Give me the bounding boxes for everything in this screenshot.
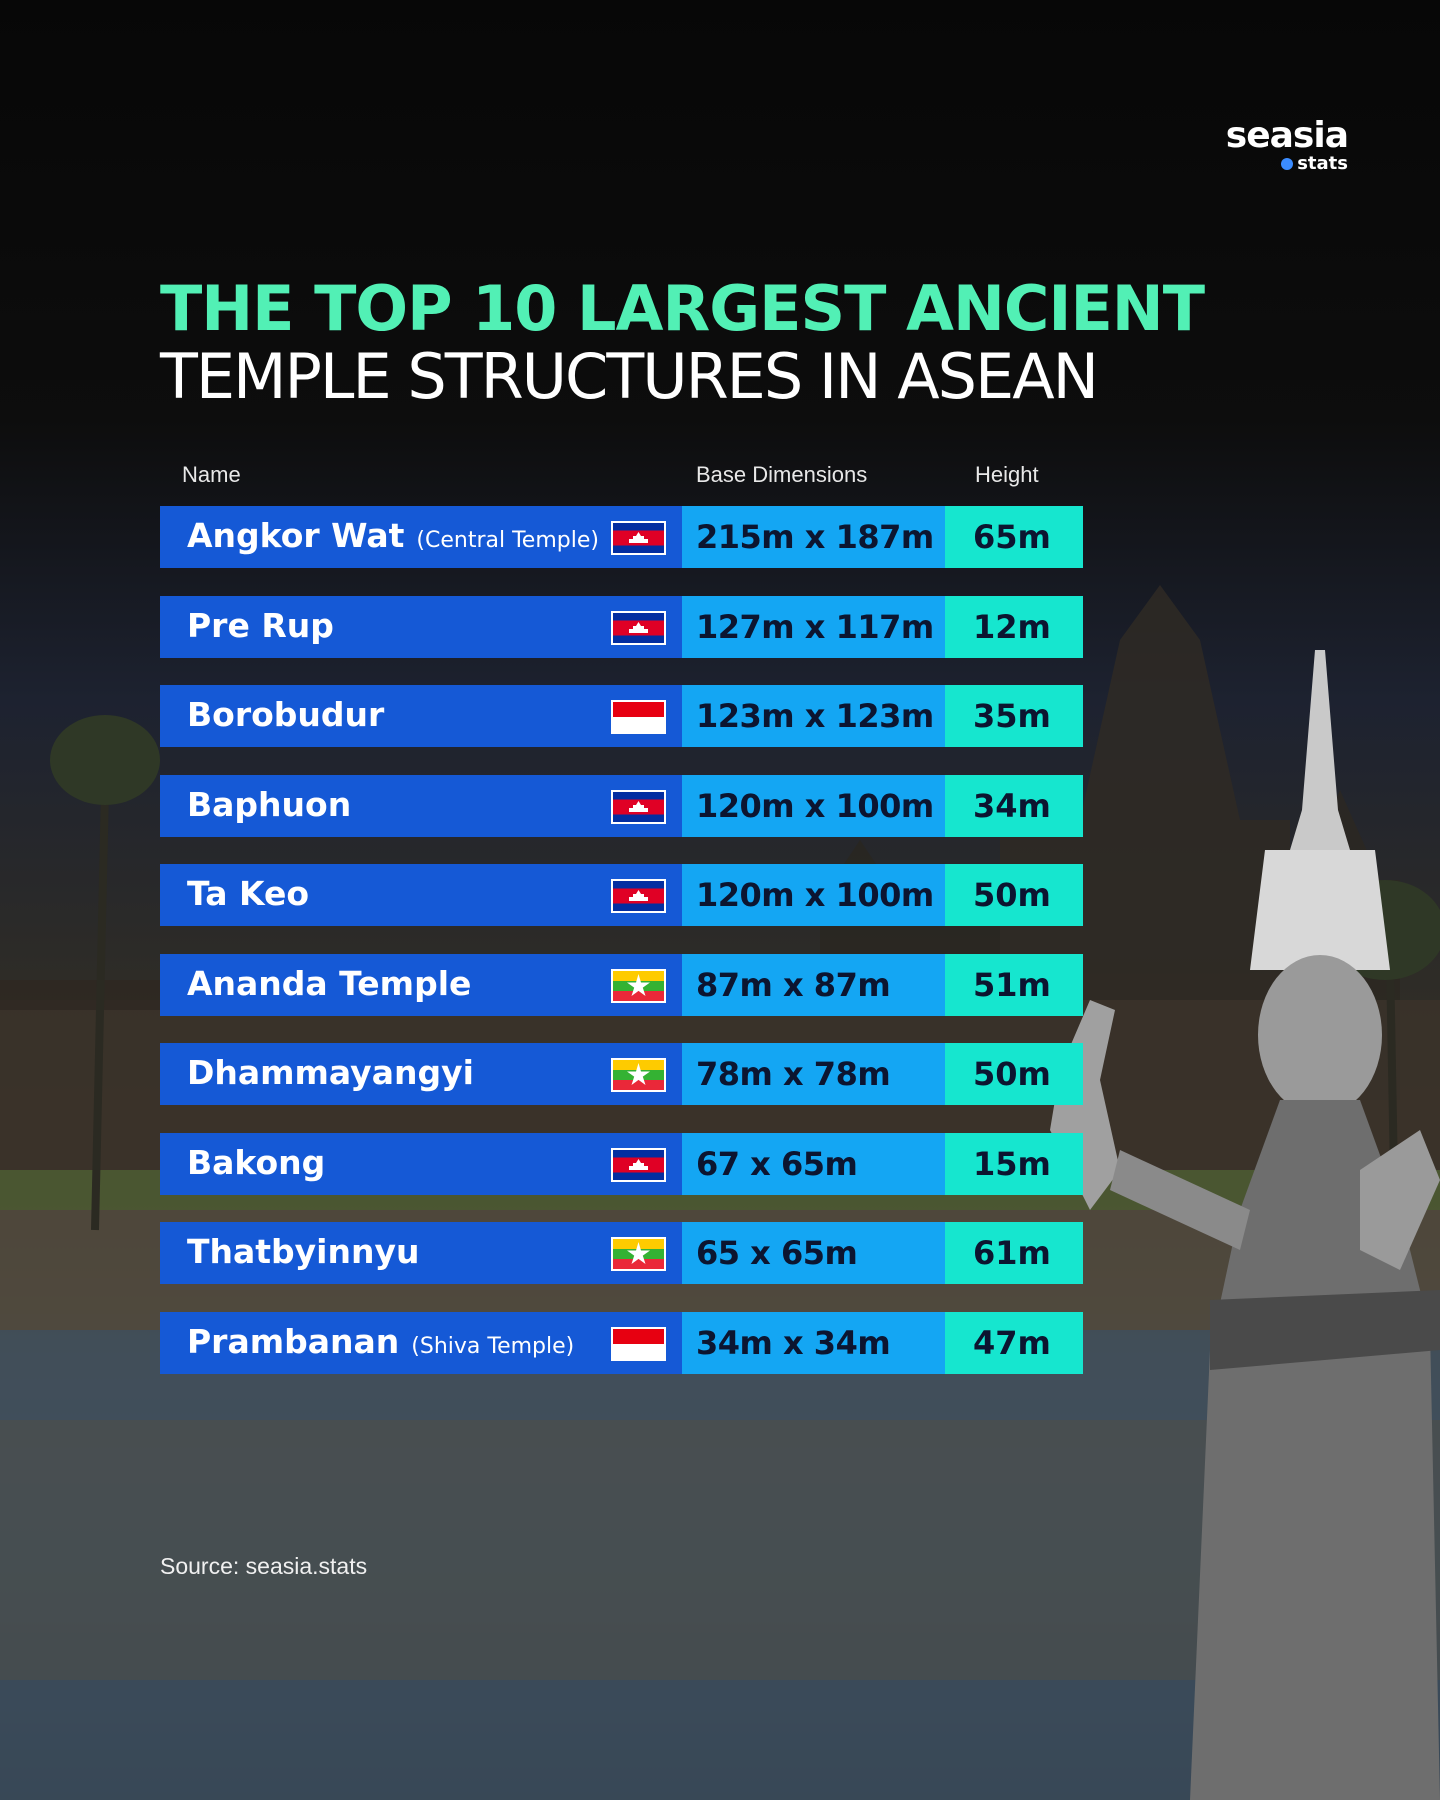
table-row: Dhammayangyi 78m x 78m 50m [160, 1043, 1083, 1105]
name-cell: Dhammayangyi [160, 1043, 682, 1105]
dimensions-cell: 65 x 65m [682, 1222, 945, 1284]
table-row: Bakong 67 x 65m 15m [160, 1132, 1083, 1195]
temple-name-text: Thatbyinnyu [187, 1232, 420, 1271]
dimensions-cell: 67 x 65m [682, 1132, 945, 1195]
name-cell: Prambanan (Shiva Temple) [160, 1311, 682, 1377]
dimensions-cell: 127m x 117m [682, 595, 945, 658]
name-cell: Ananda Temple [160, 953, 682, 1016]
cambodia-flag [611, 879, 666, 913]
temple-note: (Central Temple) [416, 528, 599, 553]
dancer-figure [1050, 650, 1440, 1800]
height-cell: 50m [945, 1043, 1083, 1105]
dimensions-cell: 215m x 187m [682, 506, 945, 568]
temple-name: Pre Rup [187, 596, 334, 656]
name-cell: Borobudur [160, 685, 682, 747]
temple-name: Borobudur [187, 685, 384, 745]
table-row: Pre Rup 127m x 117m 12m [160, 595, 1083, 658]
temple-name: Ta Keo [187, 864, 309, 924]
height-cell: 65m [945, 506, 1083, 568]
dimensions-cell: 123m x 123m [682, 685, 945, 747]
table-row: Ananda Temple 87m x 87m 51m [160, 953, 1083, 1016]
temple-name-text: Ananda Temple [187, 963, 472, 1003]
dimensions-cell: 120m x 100m [682, 864, 945, 926]
source-note: Source: seasia.stats [160, 1553, 368, 1579]
temple-name-text: Baphuon [187, 784, 352, 824]
globe-icon [1281, 158, 1294, 170]
temple-name-text: Borobudur [187, 695, 385, 734]
table-row: Prambanan (Shiva Temple) 34m x 34m 47m [160, 1311, 1083, 1377]
indonesia-flag [611, 700, 666, 734]
temple-name-text: Dhammayangyi [187, 1053, 474, 1092]
height-cell: 34m [945, 774, 1083, 837]
temple-name-text: Prambanan [187, 1321, 400, 1361]
title-line-1: THE TOP 10 LARGEST ANCIENT [160, 272, 1205, 345]
height-cell: 51m [945, 953, 1083, 1016]
cambodia-flag [611, 1147, 666, 1182]
temple-name: Angkor Wat (Central Temple) [187, 506, 599, 571]
brand-logo: seasia stats [1225, 115, 1349, 174]
temple-name: Ananda Temple [187, 954, 471, 1014]
temple-note: (Shiva Temple) [411, 1333, 575, 1359]
cambodia-flag [611, 521, 666, 555]
header-name: Name [182, 462, 241, 487]
name-cell: Pre Rup [160, 595, 682, 658]
temple-name-text: Angkor Wat [187, 516, 405, 555]
temple-name: Thatbyinnyu [187, 1222, 419, 1282]
dimensions-cell: 120m x 100m [682, 774, 945, 837]
indonesia-flag [611, 1326, 666, 1361]
height-cell: 61m [945, 1222, 1083, 1284]
table-row: Ta Keo 120m x 100m 50m [160, 864, 1083, 926]
table-row: Baphuon 120m x 100m 34m [160, 774, 1083, 837]
cambodia-flag [611, 789, 666, 824]
header-height: Height [975, 462, 1039, 487]
dimensions-cell: 78m x 78m [682, 1043, 945, 1105]
myanmar-flag [611, 1058, 666, 1092]
temple-name: Baphuon [187, 775, 351, 835]
name-cell: Angkor Wat (Central Temple) [160, 506, 682, 568]
table-row: Thatbyinnyu 65 x 65m 61m [160, 1222, 1083, 1284]
myanmar-flag [611, 1237, 666, 1271]
name-cell: Ta Keo [160, 864, 682, 926]
height-cell: 15m [945, 1132, 1083, 1195]
temple-name: Dhammayangyi [187, 1043, 474, 1103]
name-cell: Thatbyinnyu [160, 1222, 682, 1284]
temple-name-text: Ta Keo [187, 874, 310, 913]
dimensions-cell: 87m x 87m [682, 953, 945, 1016]
header-dimensions: Base Dimensions [696, 462, 868, 487]
temple-name: Prambanan (Shiva Temple) [187, 1312, 574, 1377]
name-cell: Baphuon [160, 774, 682, 837]
title-line-2: TEMPLE STRUCTURES IN ASEAN [160, 340, 1099, 413]
table-row: Borobudur 123m x 123m 35m [160, 685, 1083, 747]
myanmar-flag [611, 968, 666, 1003]
name-cell: Bakong [160, 1132, 682, 1195]
height-cell: 12m [945, 595, 1083, 658]
brand-name: seasia [1225, 115, 1349, 156]
temple-name-text: Bakong [187, 1142, 326, 1182]
brand-sub: stats [1297, 153, 1348, 174]
cambodia-flag [611, 610, 666, 645]
height-cell: 47m [945, 1311, 1083, 1374]
temple-name: Bakong [187, 1133, 325, 1193]
height-cell: 50m [945, 864, 1083, 926]
height-cell: 35m [945, 685, 1083, 747]
dimensions-cell: 34m x 34m [682, 1311, 945, 1374]
temple-name-text: Pre Rup [187, 605, 334, 645]
table-row: Angkor Wat (Central Temple) 215m x 187m 65m [160, 506, 1083, 568]
